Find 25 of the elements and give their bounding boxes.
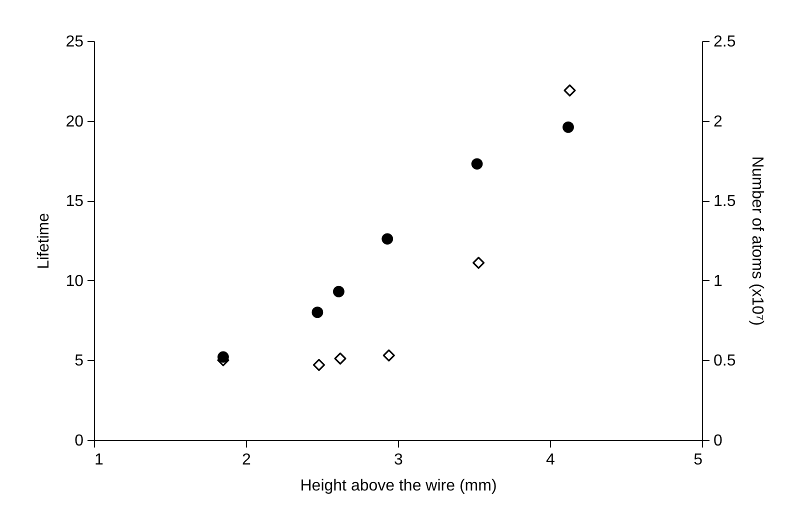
x-tick-label: 1 <box>94 452 104 468</box>
y2-tick-label: 1 <box>714 272 722 290</box>
y-tick-label: 20 <box>66 113 84 130</box>
y2-axis-title: Number of atoms (x10⁷) <box>748 156 766 326</box>
point <box>471 158 483 170</box>
x-axis-title: Height above the wire (mm) <box>300 478 497 494</box>
y2-tick-label: 0.5 <box>714 352 736 370</box>
y-tick-label: 10 <box>66 272 84 290</box>
point <box>312 306 324 318</box>
y2-tick-label: 2 <box>714 113 722 130</box>
y2-tick-label: 1.5 <box>714 193 736 210</box>
y2-tick-label: 2.5 <box>714 34 736 50</box>
point <box>382 233 394 245</box>
y-axis-title: Lifetime <box>36 212 53 270</box>
point <box>562 121 574 133</box>
y-tick-label: 15 <box>66 193 84 210</box>
x-tick-label: 3 <box>394 452 404 468</box>
y-tick-label: 5 <box>74 352 84 370</box>
x-tick-label: 2 <box>242 452 252 468</box>
x-tick-label: 5 <box>694 452 703 468</box>
point <box>333 286 344 298</box>
x-tick-label: 4 <box>546 452 556 468</box>
y-tick-label: 25 <box>66 34 84 50</box>
y-tick-label: 0 <box>74 432 84 450</box>
y2-tick-label: 0 <box>714 432 722 450</box>
